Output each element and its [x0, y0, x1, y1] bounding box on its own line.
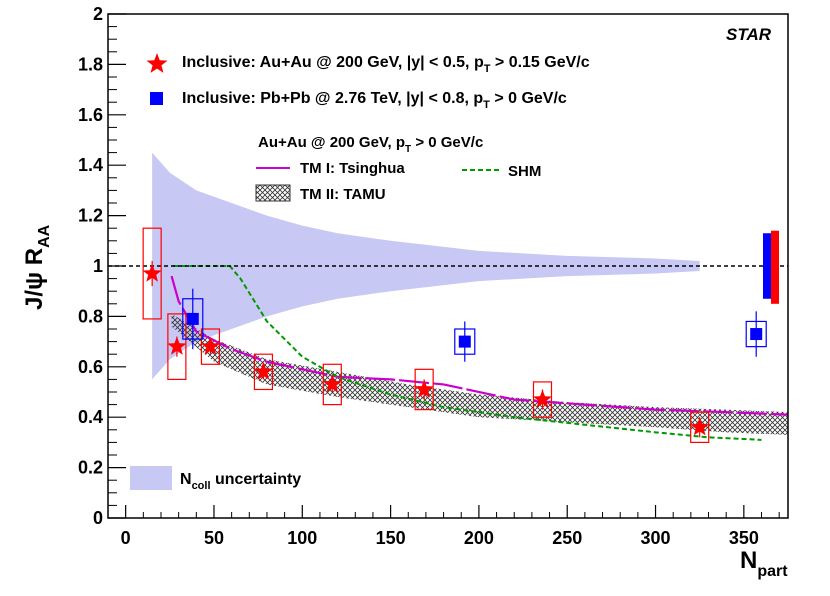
global-uncertainty-layer [763, 230, 779, 304]
auau-global-box [771, 230, 779, 304]
x-tick-label: 150 [376, 528, 406, 548]
inclusive-auau-point [167, 336, 187, 355]
x-axis-label: Npart [740, 547, 788, 580]
inclusive-pbpb-sys-box [454, 328, 476, 355]
data-points-layer [142, 227, 767, 444]
inclusive-auau-point [533, 389, 552, 408]
legend-tm2-label: TM II: TAMU [300, 186, 386, 203]
y-tick-label: 0.4 [78, 407, 103, 427]
legend-ncoll-swatch [130, 466, 172, 490]
inclusive-auau-point [200, 336, 220, 355]
inclusive-auau-sys-box [167, 313, 187, 381]
inclusive-pbpb-point [750, 328, 763, 341]
inclusive-auau-sys-box [532, 381, 553, 418]
legend-data: Inclusive: Au+Au @ 200 GeV, |y| < 0.5, p… [146, 53, 590, 111]
x-tick-label: 350 [729, 528, 759, 548]
inclusive-auau-sys-box [142, 227, 162, 320]
legend-auau-label: Inclusive: Au+Au @ 200 GeV, |y| < 0.5, p… [182, 54, 590, 75]
legend-shm-label: SHM [508, 163, 541, 180]
y-axis-label: J/ψ RAA [21, 224, 53, 310]
inclusive-auau-point [414, 379, 434, 398]
x-tick-label: 50 [204, 528, 224, 548]
inclusive-auau-point [142, 263, 162, 282]
inclusive-auau-sys-box [414, 368, 434, 411]
inclusive-pbpb-point [458, 335, 471, 348]
legend-square-icon [150, 92, 163, 105]
y-tick-label: 1.6 [78, 105, 103, 125]
x-tick-label: 300 [641, 528, 671, 548]
inclusive-pbpb-sys-box [182, 298, 204, 340]
inclusive-auau-sys-box [253, 353, 274, 391]
x-tick-label: 0 [121, 528, 131, 548]
y-tick-label: 2 [93, 4, 103, 24]
inclusive-auau-point [322, 374, 342, 393]
y-tick-label: 0 [93, 508, 103, 528]
y-tick-label: 1.4 [78, 155, 103, 175]
legend-tm1-label: TM I: Tsinghua [300, 160, 405, 177]
legend-ncoll-label: Ncoll uncertainty [180, 471, 301, 492]
shm-curve [173, 265, 762, 441]
model-header-label: Au+Au @ 200 GeV, pT > 0 GeV/c [258, 134, 483, 155]
y-tick-label: 1.2 [78, 206, 103, 226]
x-tick-label: 100 [287, 528, 317, 548]
inclusive-auau-point [253, 361, 273, 380]
legend-models: Au+Au @ 200 GeV, pT > 0 GeV/c TM I: Tsin… [255, 134, 541, 203]
x-tick-label: 250 [552, 528, 582, 548]
y-tick-label: 0.2 [78, 458, 103, 478]
inclusive-pbpb-sys-box [745, 320, 767, 348]
y-tick-label: 0.6 [78, 357, 103, 377]
inclusive-pbpb-point [186, 312, 199, 325]
model-curves-layer [170, 265, 789, 441]
y-tick-label: 1 [93, 256, 103, 276]
experiment-label: STAR [726, 25, 772, 44]
tm1-tsinghua-curve [170, 275, 789, 416]
inclusive-auau-sys-box [322, 363, 342, 406]
legend-ncoll: Ncoll uncertainty [130, 466, 301, 492]
y-tick-label: 0.8 [78, 306, 103, 326]
tm2-tamu-band [171, 313, 788, 435]
legend-tm2-swatch [255, 184, 291, 202]
legend-pbpb-label: Inclusive: Pb+Pb @ 2.76 TeV, |y| < 0.8, … [182, 90, 567, 111]
y-tick-label: 1.8 [78, 54, 103, 74]
axes-layer: 0 50 100 150 200 250 300 350 0 0.2 0.4 0.6 0.8 1 1.2 1.… [78, 4, 780, 548]
inclusive-auau-sys-box [690, 411, 710, 444]
legend-star-icon [146, 53, 168, 73]
x-tick-label: 200 [464, 528, 494, 548]
pbpb-global-box [763, 233, 771, 299]
inclusive-auau-sys-box [200, 328, 221, 365]
inclusive-auau-point [690, 417, 710, 436]
